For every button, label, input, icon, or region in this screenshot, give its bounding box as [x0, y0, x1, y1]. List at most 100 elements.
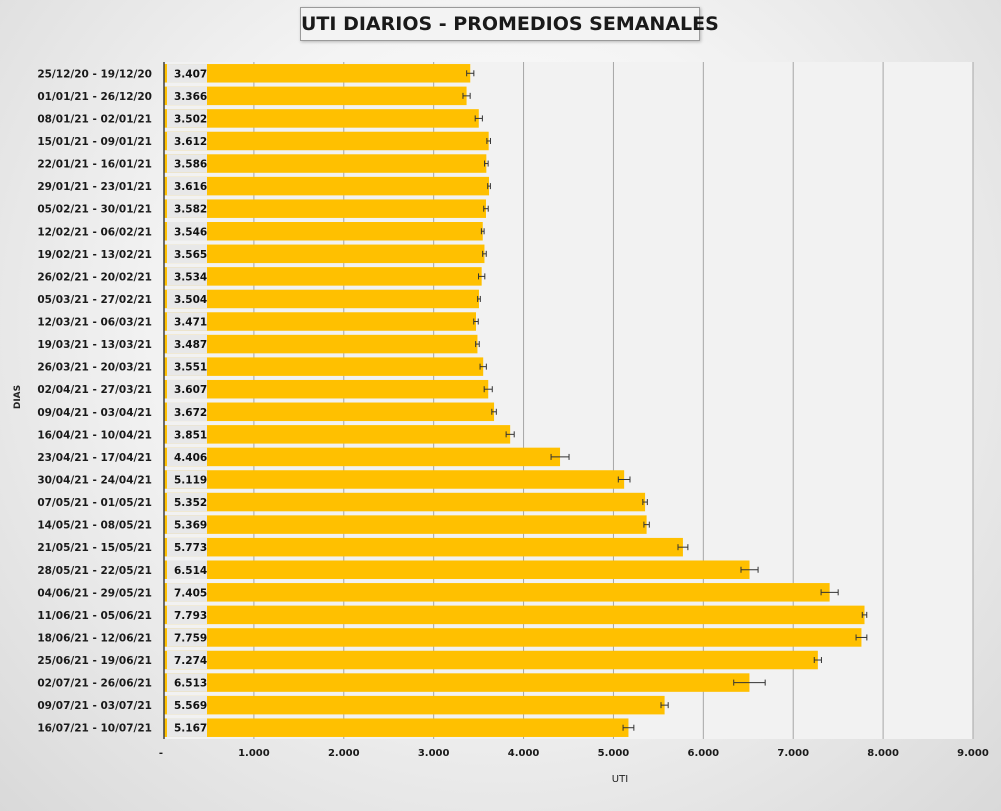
category-label: 26/02/21 - 20/02/21: [37, 271, 152, 283]
chart-title: UTI DIARIOS - PROMEDIOS SEMANALES: [300, 7, 719, 41]
bar: [164, 402, 495, 422]
data-label-box: [167, 628, 207, 647]
data-label-box: [167, 357, 207, 376]
x-tick-label: 3.000: [418, 748, 450, 759]
data-label-box: [167, 718, 207, 737]
data-label-box: [167, 425, 207, 444]
x-tick-label: 6.000: [688, 748, 720, 759]
x-tick-label: 8.000: [867, 748, 899, 759]
bar: [164, 154, 487, 173]
data-label-box: [167, 560, 207, 580]
category-label: 19/03/21 - 13/03/21: [37, 339, 152, 351]
bar: [164, 425, 511, 444]
data-label-box: [167, 470, 207, 489]
category-label: 08/01/21 - 02/01/21: [37, 113, 152, 125]
data-label: 7.759: [174, 632, 207, 644]
bar: [164, 650, 818, 670]
data-label: 3.607: [174, 384, 207, 396]
x-tick-label: -: [159, 748, 163, 759]
x-axis-label: UTI: [611, 774, 629, 785]
category-label: 28/05/21 - 22/05/21: [37, 565, 152, 577]
data-label: 5.369: [174, 520, 207, 532]
error-bars: [462, 70, 868, 731]
data-label-box: [167, 176, 207, 196]
category-label: 16/07/21 - 10/07/21: [37, 723, 152, 735]
category-label: 05/03/21 - 27/02/21: [37, 294, 152, 306]
bars: [164, 64, 865, 737]
bar: [164, 718, 629, 737]
data-label: 5.352: [174, 497, 207, 509]
data-label: 3.534: [174, 271, 207, 283]
data-label-box: [167, 64, 207, 83]
data-label-box: [167, 583, 207, 602]
data-label: 5.773: [174, 542, 207, 554]
data-label: 3.551: [174, 362, 207, 374]
bar: [164, 673, 750, 692]
bar: [164, 312, 477, 331]
category-label: 09/04/21 - 03/04/21: [37, 407, 152, 419]
bar: [164, 695, 665, 715]
bar: [164, 289, 479, 309]
x-tick-label: 4.000: [508, 748, 540, 759]
data-label-box: [167, 221, 207, 241]
category-label: 21/05/21 - 15/05/21: [37, 542, 152, 554]
data-label-box: [167, 515, 207, 534]
category-label: 23/04/21 - 17/04/21: [37, 452, 152, 464]
category-label: 30/04/21 - 24/04/21: [37, 474, 152, 486]
bar: [164, 221, 483, 241]
data-label: 3.546: [174, 226, 207, 238]
data-label: 3.502: [174, 113, 207, 125]
data-label: 7.274: [174, 655, 207, 667]
data-label: 5.569: [174, 700, 207, 712]
data-label: 3.504: [174, 294, 207, 306]
data-label: 7.405: [174, 587, 207, 599]
bar: [164, 64, 471, 83]
data-label: 3.407: [174, 68, 207, 80]
bar: [164, 605, 865, 625]
category-label: 15/01/21 - 09/01/21: [37, 136, 152, 148]
data-label-box: [167, 267, 207, 286]
bar: [164, 109, 479, 128]
category-label: 12/02/21 - 06/02/21: [37, 226, 152, 238]
data-label-box: [167, 109, 207, 128]
data-label-box: [167, 379, 207, 399]
bar: [164, 470, 625, 489]
data-label-box: [167, 492, 207, 512]
bar: [164, 492, 646, 512]
data-label-box: [167, 334, 207, 354]
data-label: 7.793: [174, 610, 207, 622]
data-label: 5.167: [174, 723, 207, 735]
category-label: 07/05/21 - 01/05/21: [37, 497, 152, 509]
data-label: 3.616: [174, 181, 207, 193]
bar: [164, 357, 484, 376]
x-tick-label: 2.000: [328, 748, 360, 759]
bar: [164, 379, 489, 399]
category-label: 11/06/21 - 05/06/21: [37, 610, 152, 622]
x-tick-label: 7.000: [777, 748, 809, 759]
category-label: 16/04/21 - 10/04/21: [37, 429, 152, 441]
data-label-box: [167, 199, 207, 218]
category-label: 12/03/21 - 06/03/21: [37, 317, 152, 329]
category-label: 04/06/21 - 29/05/21: [37, 587, 152, 599]
data-label-box: [167, 447, 207, 467]
data-label: 5.119: [174, 474, 207, 486]
data-label-box: [167, 695, 207, 715]
category-label: 29/01/21 - 23/01/21: [37, 181, 152, 193]
data-label: 4.406: [174, 452, 207, 464]
data-label: 3.487: [174, 339, 207, 351]
data-label-box: [167, 154, 207, 173]
category-label: 19/02/21 - 13/02/21: [37, 249, 152, 261]
data-label-box: [167, 86, 207, 106]
category-label: 22/01/21 - 16/01/21: [37, 159, 152, 171]
bar: [164, 447, 561, 467]
x-tick-labels: - 1.000 2.000 3.000 4.000 5.000 6.000 7.000 8.00…: [159, 748, 989, 759]
gridlines: [253, 62, 974, 739]
x-tick-label: 9.000: [957, 748, 989, 759]
data-label-box: [167, 605, 207, 625]
data-label-box: [167, 537, 207, 557]
data-label: 6.513: [174, 678, 207, 690]
bar: [164, 537, 683, 557]
x-tick-label: 5.000: [598, 748, 630, 759]
category-label: 25/12/20 - 19/12/20: [37, 68, 152, 80]
